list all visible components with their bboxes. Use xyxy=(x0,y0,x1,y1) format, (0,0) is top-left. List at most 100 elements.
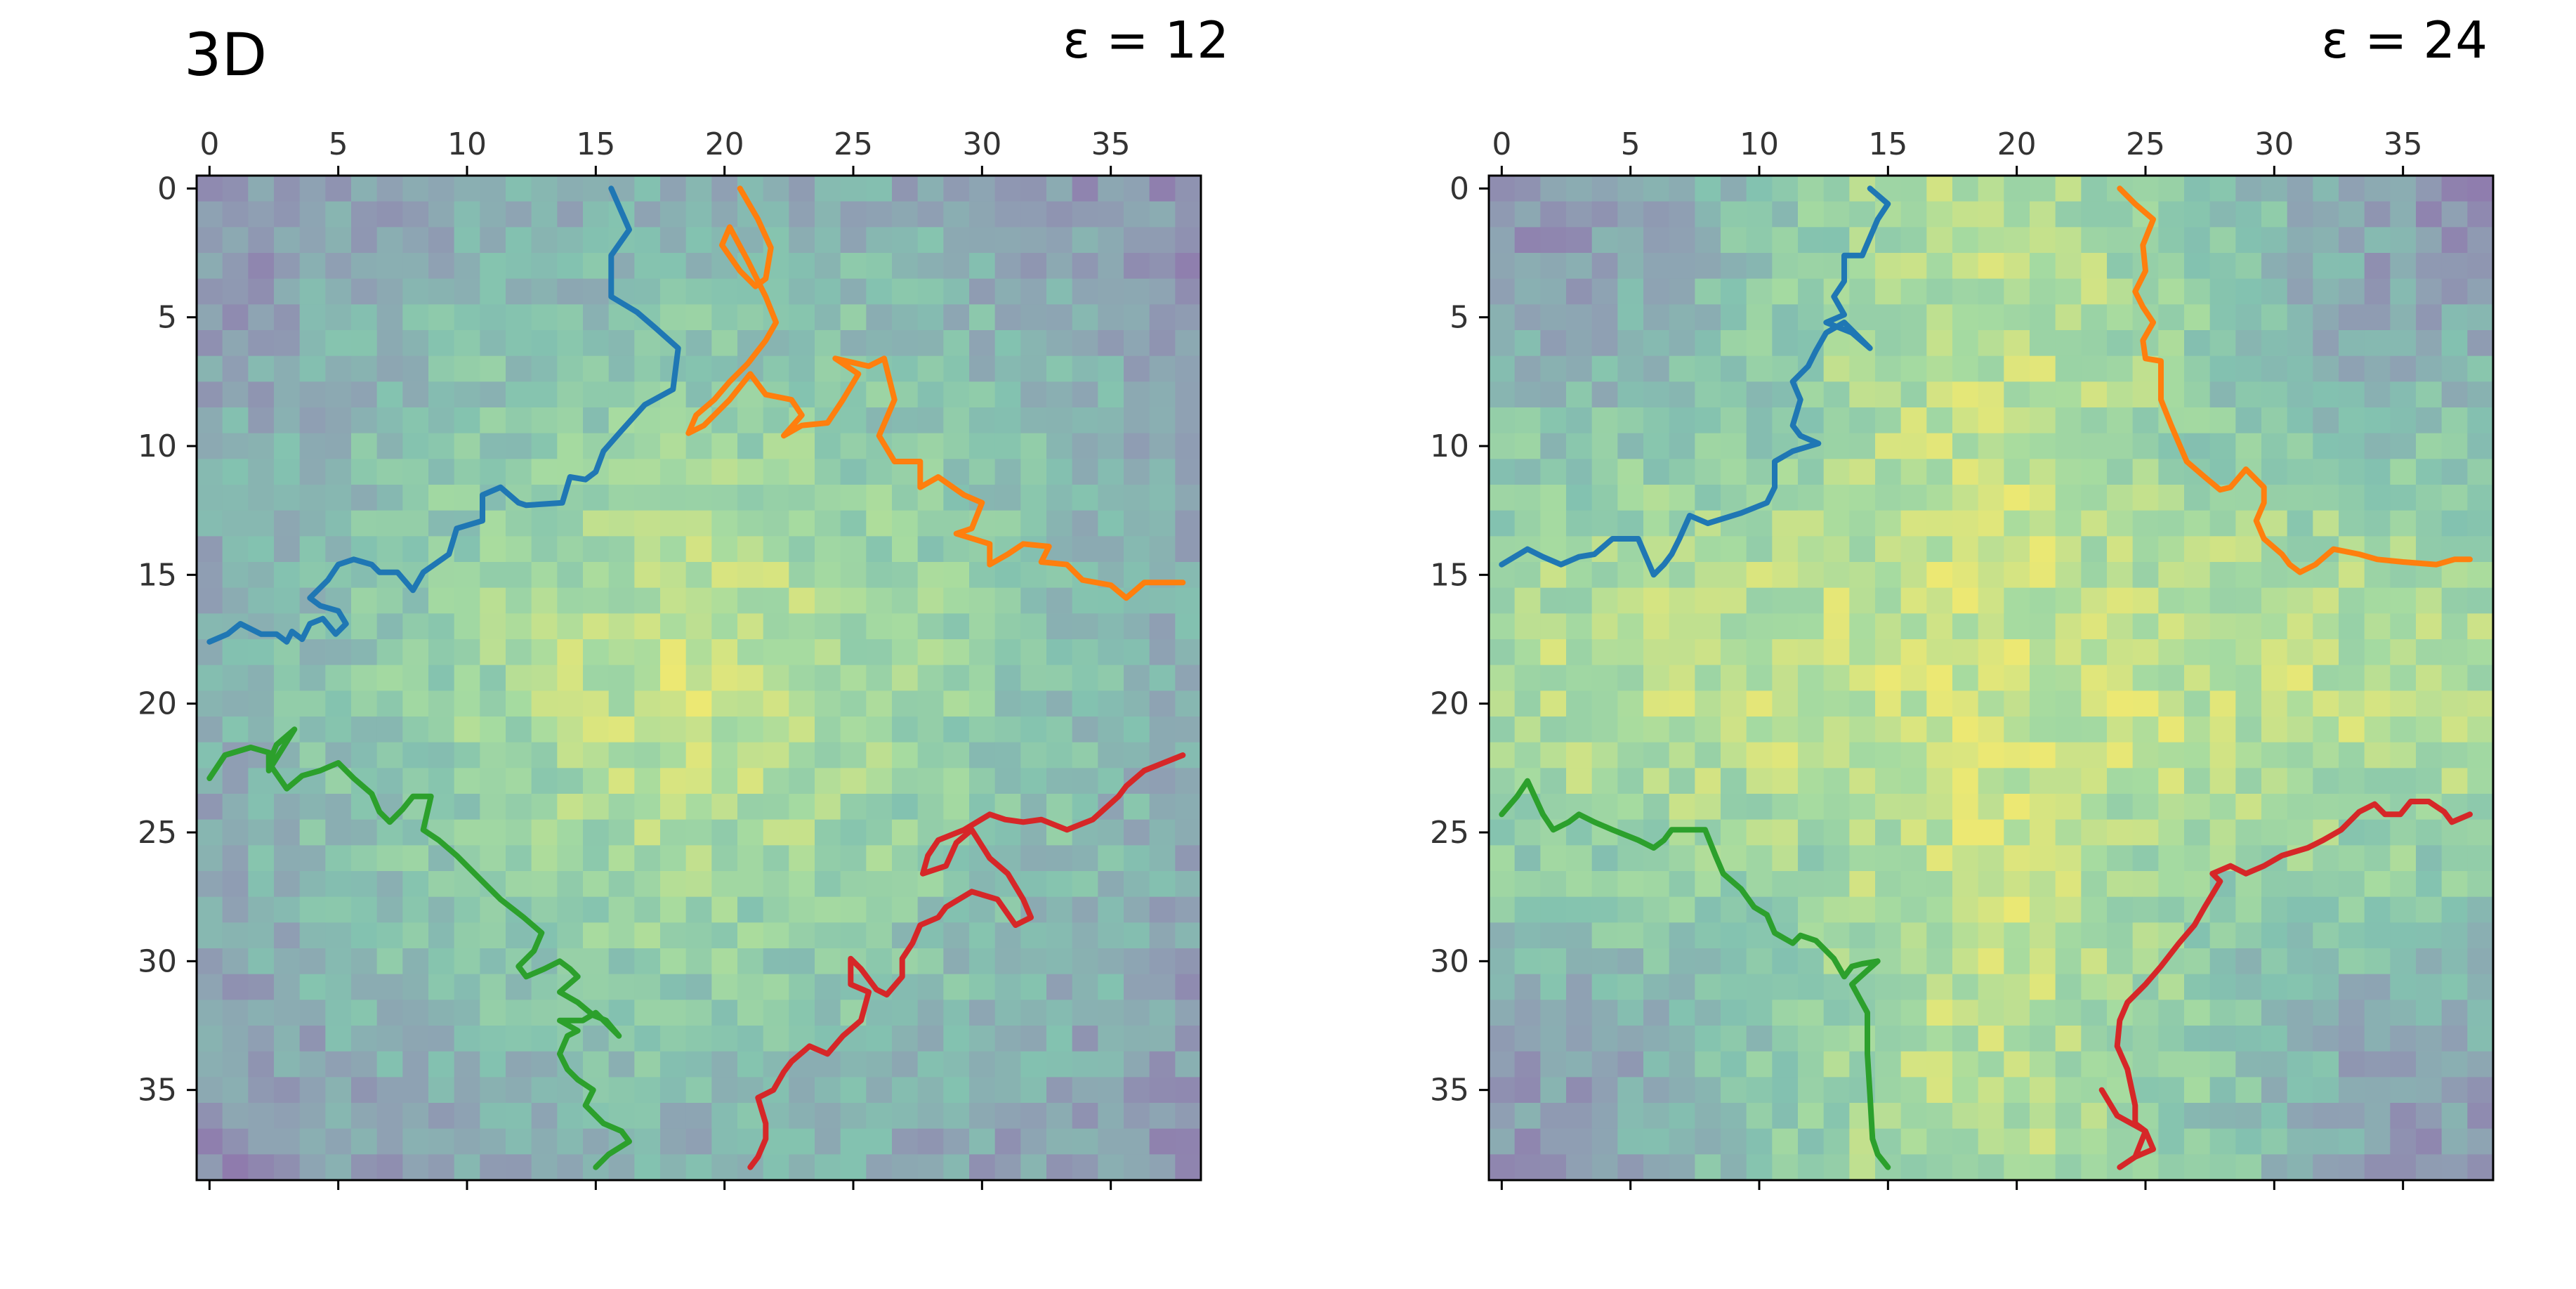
heatmap-cell xyxy=(711,304,738,331)
heatmap-cell xyxy=(325,896,352,923)
heatmap-cell xyxy=(197,562,223,589)
heatmap-cell xyxy=(2390,485,2417,511)
path-overlays xyxy=(1499,185,2473,1170)
heatmap-cell xyxy=(325,819,352,846)
panel-title-eps-24: ε = 24 xyxy=(2321,11,2488,70)
heatmap-cell xyxy=(2235,639,2262,666)
heatmap-cell xyxy=(1149,355,1176,382)
heatmap-cell xyxy=(711,459,738,485)
heatmap-cell xyxy=(815,1103,841,1130)
heatmap-cell xyxy=(557,794,584,820)
heatmap-cell xyxy=(1566,304,1593,331)
heatmap-cell xyxy=(815,742,841,768)
heatmap-cell xyxy=(1669,459,1695,485)
heatmap-cell xyxy=(557,330,584,357)
heatmap-cell xyxy=(557,845,584,872)
heatmap-cell xyxy=(2313,613,2339,640)
heatmap-cell xyxy=(274,1128,301,1155)
heatmap-cell xyxy=(892,1026,919,1052)
heatmap-cell xyxy=(1617,355,1644,382)
heatmap-cell xyxy=(1952,381,1979,408)
heatmap-cell xyxy=(583,355,610,382)
heatmap-cell xyxy=(2467,176,2494,202)
heatmap-cell xyxy=(1489,355,1516,382)
heatmap-cell xyxy=(1875,381,1902,408)
heatmap-cell xyxy=(685,355,712,382)
heatmap-cell xyxy=(2467,407,2494,434)
heatmap-cell xyxy=(1772,227,1799,254)
heatmap-cell xyxy=(2416,355,2443,382)
heatmap-cell xyxy=(1978,201,2004,228)
heatmap-cell xyxy=(2184,381,2211,408)
heatmap-cell xyxy=(2184,330,2211,357)
heatmap-cell xyxy=(454,742,480,768)
heatmap-cell xyxy=(994,691,1021,717)
heatmap-cell xyxy=(2235,1154,2262,1181)
heatmap-cell xyxy=(2390,1051,2417,1078)
y-tick-label: 5 xyxy=(157,300,177,336)
heatmap-cell xyxy=(402,1051,429,1078)
heatmap-cell xyxy=(2287,1051,2313,1078)
heatmap-cell xyxy=(428,639,455,666)
heatmap-cell xyxy=(1072,871,1098,898)
heatmap-cell xyxy=(248,433,275,459)
heatmap-cell xyxy=(376,485,403,511)
heatmap-cell xyxy=(1746,304,1773,331)
heatmap-cell xyxy=(299,665,326,691)
heatmap-cell xyxy=(2261,896,2288,923)
heatmap-cell xyxy=(583,665,610,691)
heatmap-cell xyxy=(1721,587,1747,614)
heatmap-cell xyxy=(1149,278,1176,305)
heatmap-cell xyxy=(892,381,919,408)
heatmap-cell xyxy=(634,562,661,589)
heatmap-cell xyxy=(531,639,558,666)
heatmap-cell xyxy=(274,922,301,949)
heatmap-cell xyxy=(2004,176,2030,202)
heatmap-cell xyxy=(634,845,661,872)
heatmap-cell xyxy=(1849,1026,1876,1052)
heatmap-cell xyxy=(2339,819,2365,846)
heatmap-cell xyxy=(608,896,635,923)
heatmap-cell xyxy=(789,330,815,357)
heatmap-cell xyxy=(1669,742,1695,768)
heatmap-cell xyxy=(1020,639,1047,666)
heatmap-cell xyxy=(454,639,480,666)
heatmap-cell xyxy=(402,1128,429,1155)
heatmap-cell xyxy=(685,510,712,537)
heatmap-cell xyxy=(2441,1154,2468,1181)
heatmap-cell xyxy=(2261,1051,2288,1078)
heatmap-cell xyxy=(1124,510,1150,537)
heatmap-cell xyxy=(2416,871,2443,898)
heatmap-cell xyxy=(2209,1051,2236,1078)
heatmap-cell xyxy=(711,794,738,820)
heatmap-cell xyxy=(248,330,275,357)
heatmap-cell xyxy=(2209,381,2236,408)
heatmap-cell xyxy=(1046,665,1073,691)
heatmap-cell xyxy=(1175,1103,1202,1130)
heatmap-cell xyxy=(402,948,429,975)
heatmap-cell xyxy=(2313,510,2339,537)
heatmap-cell xyxy=(454,278,480,305)
heatmap-cell xyxy=(402,433,429,459)
heatmap-cell xyxy=(1098,717,1124,743)
heatmap-cell xyxy=(1952,485,1979,511)
heatmap-cell xyxy=(531,407,558,434)
heatmap-cell xyxy=(1695,485,1721,511)
heatmap-cell xyxy=(1798,742,1825,768)
heatmap-cell xyxy=(2209,1026,2236,1052)
heatmap-cell xyxy=(2390,639,2417,666)
heatmap-cell xyxy=(557,691,584,717)
heatmap-cell xyxy=(583,510,610,537)
heatmap-cell xyxy=(480,1000,506,1026)
heatmap-cell xyxy=(2055,510,2082,537)
heatmap-cell xyxy=(866,381,893,408)
heatmap-cell xyxy=(2441,768,2468,794)
heatmap-cell xyxy=(2416,819,2443,846)
heatmap-cell xyxy=(994,1103,1021,1130)
heatmap-cell xyxy=(2287,1000,2313,1026)
heatmap-cell xyxy=(1489,717,1516,743)
heatmap-cell xyxy=(789,459,815,485)
heatmap-cell xyxy=(274,845,301,872)
heatmap-cell xyxy=(1875,691,1902,717)
heatmap-cell xyxy=(1643,639,1670,666)
